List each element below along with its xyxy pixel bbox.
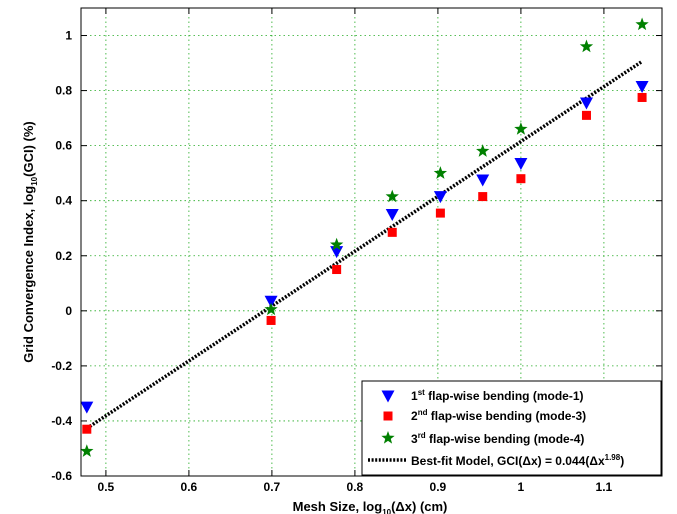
legend-marker-series-3 bbox=[381, 431, 395, 444]
x-tick-label: 1 bbox=[518, 480, 525, 494]
series-3-point bbox=[385, 189, 399, 203]
series-1-point bbox=[579, 97, 593, 110]
series-2-point bbox=[332, 265, 342, 275]
x-axis-title-tail: (Δx) (cm) bbox=[391, 499, 447, 514]
legend-marker-series-1 bbox=[381, 390, 395, 403]
y-axis-title-tail: (GCI) (%) bbox=[21, 121, 36, 177]
y-axis-title: Grid Convergence Index, log10(GCI) (%) bbox=[21, 121, 39, 363]
legend-label-series-1: 1st flap-wise bending (mode-1) bbox=[411, 388, 583, 403]
best-fit-line bbox=[85, 59, 644, 430]
y-axis-title-sub: 10 bbox=[30, 176, 39, 185]
series-2-point bbox=[581, 110, 591, 120]
x-axis-title-main: Mesh Size, log bbox=[293, 499, 383, 514]
legend-label-3-suffix: flap-wise bending (mode-4) bbox=[426, 432, 585, 446]
series-2-point bbox=[435, 208, 445, 218]
series-1-point bbox=[635, 80, 649, 93]
x-tick-label: 0.8 bbox=[347, 480, 364, 494]
y-tick-label: 1 bbox=[65, 29, 72, 43]
legend-label-fit: Best-fit Model, GCI(Δx) = 0.044(Δx1.98) bbox=[411, 453, 624, 468]
legend-label-2-prefix: 2 bbox=[411, 409, 418, 423]
legend-label-3-prefix: 3 bbox=[411, 432, 418, 446]
legend-box bbox=[361, 380, 662, 476]
x-tick-label: 0.6 bbox=[181, 480, 198, 494]
series-3-point bbox=[80, 444, 94, 457]
legend-label-2-sup: nd bbox=[418, 408, 428, 417]
y-tick-label: 0.8 bbox=[55, 84, 72, 98]
x-tick-label: 1.1 bbox=[596, 480, 613, 494]
series-1-point bbox=[514, 158, 528, 171]
legend-label-fit-suffix: ) bbox=[620, 454, 624, 468]
series-2-point bbox=[387, 227, 397, 237]
series-3-point bbox=[579, 39, 594, 53]
series-3-point bbox=[329, 237, 344, 251]
legend-label-1-suffix: flap-wise bending (mode-1) bbox=[425, 389, 584, 403]
legend-label-2-suffix: flap-wise bending (mode-3) bbox=[427, 409, 586, 423]
fit-line-layer bbox=[85, 59, 644, 430]
y-tick-label: 0.4 bbox=[55, 194, 72, 208]
legend-label-1-prefix: 1 bbox=[411, 389, 418, 403]
series-3-point bbox=[514, 122, 528, 135]
legend-label-fit-sup: 1.98 bbox=[605, 453, 621, 462]
series-1-point bbox=[385, 208, 399, 221]
series-2-point bbox=[266, 315, 276, 325]
series-2-point bbox=[516, 174, 526, 184]
legend-label-3-sup: rd bbox=[418, 431, 426, 440]
legend: 1st flap-wise bending (mode-1) 2nd flap-… bbox=[361, 380, 662, 476]
y-tick-label: 0 bbox=[65, 304, 72, 318]
y-tick-label: 0.6 bbox=[55, 139, 72, 153]
series-1-point bbox=[264, 295, 278, 308]
legend-markers bbox=[368, 390, 407, 462]
y-tick-label: 0.2 bbox=[55, 249, 72, 263]
series-1-point bbox=[433, 191, 447, 204]
legend-label-1-sup: st bbox=[418, 388, 425, 397]
x-tick-label: 0.9 bbox=[430, 480, 447, 494]
series-1-point bbox=[476, 174, 490, 187]
legend-label-fit-prefix: Best-fit Model, GCI(Δx) = 0.044(Δx bbox=[411, 454, 605, 468]
y-tick-label: -0.2 bbox=[51, 359, 72, 373]
y-ticks: -0.6 -0.4 -0.2 0 0.2 0.4 0.6 0.8 1 bbox=[51, 29, 662, 483]
series-2-point bbox=[82, 424, 92, 434]
series-3-point bbox=[433, 166, 448, 179]
legend-label-series-2: 2nd flap-wise bending (mode-3) bbox=[411, 408, 586, 423]
series-layer bbox=[80, 17, 649, 457]
legend-label-series-3: 3rd flap-wise bending (mode-4) bbox=[411, 431, 584, 446]
series-1-point bbox=[80, 401, 94, 414]
x-axis-title-sub: 10 bbox=[382, 508, 391, 514]
series-3-point bbox=[635, 17, 649, 31]
x-ticks: 0.5 0.6 0.7 0.8 0.9 1 1.1 bbox=[98, 8, 613, 494]
x-tick-label: 0.5 bbox=[98, 480, 115, 494]
x-tick-label: 0.7 bbox=[264, 480, 281, 494]
y-axis-title-main: Grid Convergence Index, log bbox=[21, 186, 36, 363]
plot-frame bbox=[80, 7, 663, 477]
series-3-point bbox=[264, 302, 278, 316]
series-3-point bbox=[476, 144, 490, 157]
legend-marker-series-2 bbox=[383, 411, 393, 421]
x-axis-title: Mesh Size, log10(Δx) (cm) bbox=[293, 499, 448, 514]
y-tick-label: -0.6 bbox=[51, 469, 72, 483]
series-2-point bbox=[637, 92, 647, 102]
y-tick-label: -0.4 bbox=[51, 414, 72, 428]
series-2-point bbox=[478, 192, 488, 202]
